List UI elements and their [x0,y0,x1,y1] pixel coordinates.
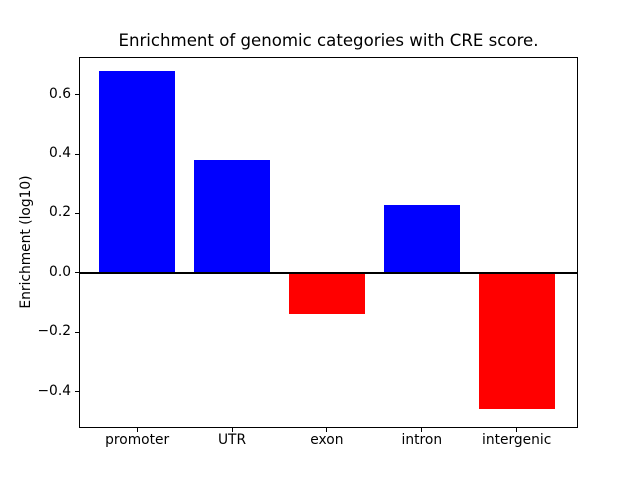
x-tick-label: intron [401,431,443,448]
y-tick-mark [75,391,79,392]
y-tick-label: 0.6 [49,85,71,102]
y-axis-label: Enrichment (log10) [18,175,34,309]
x-tick-mark [136,428,138,432]
plot-area [79,57,578,428]
x-tick-mark [231,428,233,432]
y-tick-mark [75,331,79,333]
y-tick-mark [75,94,79,96]
bar-UTR [194,160,270,273]
y-tick-label: 0.2 [49,204,71,221]
chart-title: Enrichment of genomic categories with CR… [118,31,539,50]
x-tick-mark [326,428,328,432]
y-tick-label: −0.2 [37,323,71,340]
y-tick-label: 0.4 [49,145,71,162]
bar-exon [289,272,365,315]
x-tick-label: UTR [217,431,247,448]
x-tick-label: exon [310,431,344,448]
y-tick-mark [75,153,79,155]
zero-line [79,271,578,274]
x-tick-label: promoter [105,431,170,448]
bar-promoter [99,70,176,273]
x-tick-mark [516,428,518,432]
y-tick-label: 0.0 [49,263,71,280]
x-tick-label: intergenic [482,431,552,448]
bar-intron [383,204,460,273]
y-tick-label: −0.4 [37,382,71,399]
y-tick-mark [75,272,79,274]
x-tick-mark [421,428,423,432]
bar-intergenic [478,272,555,410]
y-tick-mark [75,212,79,214]
